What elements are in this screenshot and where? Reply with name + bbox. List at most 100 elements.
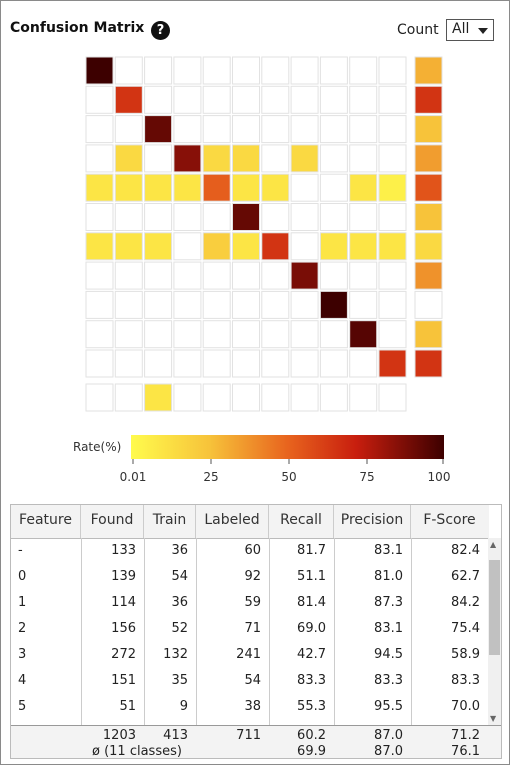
matrix-cell[interactable] [144,115,173,144]
matrix-cell[interactable] [290,203,319,231]
count-select[interactable]: All [446,19,494,41]
matrix-cell[interactable] [378,349,407,378]
matrix-cell[interactable] [85,56,114,85]
scrollbar-thumb[interactable] [489,560,500,655]
matrix-cell[interactable] [261,115,290,144]
table-row[interactable]: 5 51 9 38 55.3 95.5 70.0 [11,695,489,719]
matrix-cell[interactable] [261,232,290,261]
matrix-cell[interactable] [114,56,143,85]
matrix-cell[interactable] [261,85,290,114]
table-row[interactable]: 0 139 54 92 51.1 81.0 62.7 [11,565,489,589]
matrix-cell[interactable] [144,85,173,114]
matrix-cell[interactable] [290,349,319,378]
matrix-cell[interactable] [378,173,407,202]
bottom-cell[interactable] [349,383,378,412]
matrix-cell[interactable] [232,290,260,319]
matrix-cell[interactable] [261,290,290,319]
bottom-cell[interactable] [202,383,231,412]
matrix-cell[interactable] [85,232,114,261]
matrix-cell[interactable] [349,144,378,173]
bottom-cell[interactable] [290,383,319,412]
matrix-cell[interactable] [290,115,319,144]
matrix-cell[interactable] [114,290,143,319]
matrix-cell[interactable] [349,203,378,231]
matrix-cell[interactable] [144,349,173,378]
bottom-cell[interactable] [173,383,202,412]
column-header-feature[interactable]: Feature [11,505,81,538]
matrix-cell[interactable] [349,173,378,202]
matrix-cell[interactable] [261,203,290,231]
matrix-cell[interactable] [114,232,143,261]
matrix-cell[interactable] [349,349,378,378]
table-row[interactable]: 4 151 35 54 83.3 83.3 83.3 [11,669,489,693]
matrix-cell[interactable] [114,144,143,173]
matrix-cell[interactable] [319,85,348,114]
matrix-cell[interactable] [144,290,173,319]
matrix-cell[interactable] [319,349,348,378]
matrix-cell[interactable] [114,261,143,290]
table-row[interactable]: 2 156 52 71 69.0 83.1 75.4 [11,617,489,641]
matrix-cell[interactable] [114,203,143,231]
matrix-cell[interactable] [202,349,231,378]
matrix-cell[interactable] [349,56,378,85]
matrix-cell[interactable] [202,290,231,319]
matrix-cell[interactable] [378,203,407,231]
side-cell[interactable] [414,349,443,378]
matrix-cell[interactable] [85,290,114,319]
matrix-cell[interactable] [319,56,348,85]
matrix-cell[interactable] [85,115,114,144]
matrix-cell[interactable] [144,203,173,231]
table-row[interactable]: 1 114 36 59 81.4 87.3 84.2 [11,591,489,615]
matrix-cell[interactable] [349,115,378,144]
matrix-cell[interactable] [202,173,231,202]
matrix-cell[interactable] [202,232,231,261]
matrix-cell[interactable] [319,115,348,144]
matrix-cell[interactable] [85,349,114,378]
bottom-cell[interactable] [232,383,260,412]
matrix-cell[interactable] [232,115,260,144]
side-cell[interactable] [414,115,443,144]
bottom-cell[interactable] [261,383,290,412]
matrix-cell[interactable] [290,290,319,319]
matrix-cell[interactable] [114,115,143,144]
matrix-cell[interactable] [349,261,378,290]
matrix-cell[interactable] [261,144,290,173]
matrix-cell[interactable] [378,320,407,349]
help-icon[interactable]: ? [151,21,170,40]
side-cell[interactable] [414,290,443,319]
matrix-cell[interactable] [319,232,348,261]
matrix-cell[interactable] [319,261,348,290]
matrix-cell[interactable] [173,56,202,85]
matrix-cell[interactable] [173,115,202,144]
scroll-up-icon[interactable]: ▲ [490,540,497,549]
bottom-cell[interactable] [144,383,173,412]
matrix-cell[interactable] [319,290,348,319]
column-header-precision[interactable]: Precision [334,505,411,538]
matrix-cell[interactable] [232,144,260,173]
matrix-cell[interactable] [202,115,231,144]
matrix-cell[interactable] [85,203,114,231]
side-cell[interactable] [414,85,443,114]
matrix-cell[interactable] [349,290,378,319]
matrix-cell[interactable] [232,203,260,231]
bottom-cell[interactable] [378,383,407,412]
matrix-cell[interactable] [144,320,173,349]
matrix-cell[interactable] [173,320,202,349]
matrix-cell[interactable] [232,320,260,349]
matrix-cell[interactable] [202,85,231,114]
matrix-cell[interactable] [144,173,173,202]
matrix-cell[interactable] [349,85,378,114]
side-cell[interactable] [414,144,443,173]
side-cell[interactable] [414,56,443,85]
matrix-cell[interactable] [173,144,202,173]
bottom-cell[interactable] [319,383,348,412]
column-header-labeled[interactable]: Labeled [196,505,269,538]
column-header-train[interactable]: Train [144,505,196,538]
matrix-cell[interactable] [319,203,348,231]
matrix-cell[interactable] [378,85,407,114]
matrix-cell[interactable] [85,173,114,202]
matrix-cell[interactable] [232,349,260,378]
matrix-cell[interactable] [319,144,348,173]
column-header-recall[interactable]: Recall [269,505,334,538]
matrix-cell[interactable] [261,56,290,85]
